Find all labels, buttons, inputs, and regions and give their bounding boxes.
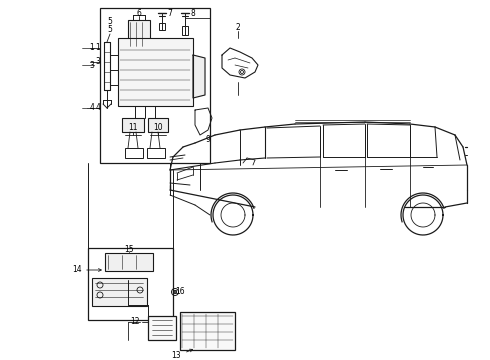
- Polygon shape: [193, 55, 205, 98]
- Text: 14: 14: [73, 266, 82, 274]
- Text: 5: 5: [108, 26, 112, 35]
- Text: 12: 12: [130, 318, 140, 327]
- Bar: [147, 148, 165, 158]
- Text: 16: 16: [175, 288, 185, 297]
- Bar: [105, 253, 153, 271]
- Bar: [125, 148, 143, 158]
- Text: 4: 4: [95, 104, 100, 112]
- Text: 9: 9: [206, 135, 210, 144]
- Text: 10: 10: [153, 123, 163, 132]
- Bar: [128, 20, 150, 48]
- Text: 6: 6: [137, 9, 142, 18]
- Text: 5: 5: [108, 18, 112, 27]
- Text: 13: 13: [171, 351, 181, 360]
- Text: 7: 7: [168, 9, 172, 18]
- Bar: [100, 8, 210, 163]
- Bar: [148, 316, 176, 340]
- Text: 4: 4: [89, 104, 94, 112]
- Text: 15: 15: [124, 244, 134, 253]
- Bar: [180, 312, 235, 350]
- Bar: [182, 26, 188, 35]
- Text: 11: 11: [128, 123, 138, 132]
- Bar: [122, 118, 144, 132]
- Bar: [159, 23, 165, 30]
- Text: 1: 1: [89, 44, 94, 53]
- Text: 1: 1: [95, 44, 100, 53]
- Bar: [92, 278, 147, 306]
- Text: 3: 3: [95, 58, 100, 67]
- Text: 2: 2: [236, 23, 241, 32]
- Text: 3: 3: [89, 60, 94, 69]
- Text: 8: 8: [191, 9, 196, 18]
- Bar: [88, 248, 173, 320]
- Bar: [118, 38, 193, 106]
- Bar: [148, 118, 168, 132]
